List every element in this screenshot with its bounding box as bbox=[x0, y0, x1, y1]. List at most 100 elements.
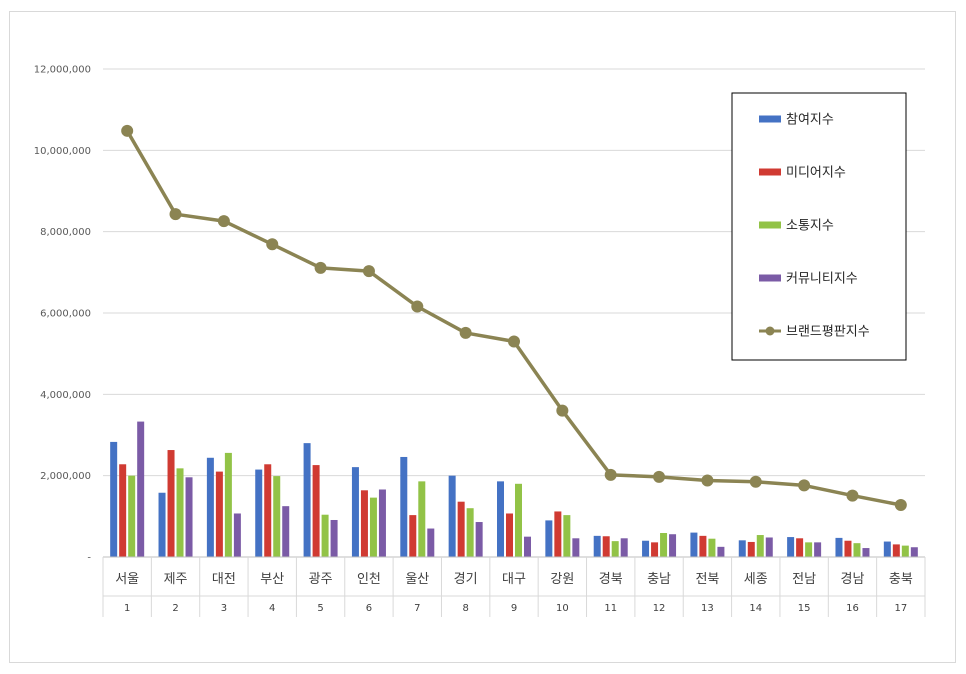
bar bbox=[167, 450, 175, 557]
bar bbox=[602, 536, 610, 557]
rank-label: 11 bbox=[604, 603, 617, 614]
bar bbox=[515, 483, 522, 557]
bar bbox=[497, 481, 504, 557]
category-label: 충북 bbox=[889, 572, 913, 587]
bar bbox=[360, 490, 368, 557]
category-labels: 서울 1 제주 2 대전 3 부산 4 광주 5 인천 6 울산 7 경기 8 대구 9 강원 10 경북 11 충남 12 전… bbox=[115, 572, 913, 614]
rank-label: 5 bbox=[317, 603, 323, 614]
bar bbox=[369, 497, 377, 557]
bars bbox=[110, 421, 918, 557]
bar bbox=[330, 519, 338, 557]
brand-index-point bbox=[798, 479, 811, 492]
rank-label: 3 bbox=[221, 603, 227, 614]
bar bbox=[427, 528, 435, 557]
category-label: 세종 bbox=[744, 572, 768, 587]
category-label: 인천 bbox=[357, 572, 381, 587]
bar bbox=[224, 452, 232, 557]
bar bbox=[273, 476, 281, 557]
bar bbox=[264, 464, 272, 557]
legend-swatch bbox=[759, 274, 781, 282]
rank-label: 10 bbox=[556, 603, 569, 614]
rank-label: 16 bbox=[846, 603, 859, 614]
bar bbox=[853, 543, 861, 557]
category-label: 충남 bbox=[647, 572, 671, 587]
brand-index-point bbox=[314, 261, 327, 274]
bar bbox=[756, 535, 764, 557]
bar bbox=[835, 537, 843, 557]
bar bbox=[303, 443, 311, 557]
rank-label: 6 bbox=[366, 603, 372, 614]
bar bbox=[466, 508, 474, 557]
bar bbox=[448, 475, 456, 557]
bar bbox=[642, 540, 650, 557]
legend-label: 소통지수 bbox=[786, 219, 834, 234]
bar bbox=[787, 537, 795, 557]
bar bbox=[137, 421, 145, 557]
bar bbox=[233, 513, 241, 557]
rank-label: 9 bbox=[511, 603, 517, 614]
bar bbox=[669, 534, 677, 557]
bar bbox=[378, 489, 386, 557]
bar bbox=[418, 481, 426, 557]
bar bbox=[475, 522, 483, 557]
brand-index-point bbox=[169, 208, 182, 221]
bar bbox=[563, 515, 571, 557]
bar bbox=[255, 469, 263, 557]
gridlines bbox=[103, 68, 925, 477]
bar bbox=[690, 532, 698, 557]
category-label: 전북 bbox=[695, 572, 719, 587]
legend-swatch-marker bbox=[765, 326, 775, 336]
y-tick-label: 12,000,000 bbox=[34, 65, 91, 76]
bar bbox=[717, 546, 725, 557]
legend-swatch bbox=[759, 168, 781, 176]
bar bbox=[409, 515, 417, 557]
bar bbox=[206, 457, 214, 557]
legend-swatch bbox=[759, 221, 781, 229]
bar bbox=[765, 537, 773, 557]
bar bbox=[862, 548, 870, 557]
bar bbox=[796, 538, 804, 557]
brand-index-point bbox=[411, 300, 424, 313]
bar bbox=[119, 464, 127, 557]
rank-label: 15 bbox=[798, 603, 811, 614]
y-tick-label: 10,000,000 bbox=[34, 146, 91, 157]
category-label: 경북 bbox=[599, 572, 623, 587]
rank-label: 12 bbox=[653, 603, 666, 614]
rank-label: 2 bbox=[172, 603, 178, 614]
category-label: 광주 bbox=[309, 572, 333, 587]
brand-index-line bbox=[121, 124, 907, 511]
bar bbox=[738, 540, 746, 557]
bar bbox=[506, 513, 513, 557]
rank-label: 7 bbox=[414, 603, 420, 614]
bar bbox=[351, 467, 359, 557]
category-label: 대전 bbox=[212, 572, 236, 587]
brand-index-point bbox=[701, 474, 714, 487]
category-label: 강원 bbox=[550, 572, 574, 587]
brand-index-point bbox=[121, 124, 134, 137]
legend-label: 참여지수 bbox=[786, 113, 834, 128]
bar bbox=[321, 514, 329, 557]
bar bbox=[312, 465, 320, 557]
category-label: 전남 bbox=[792, 572, 816, 587]
y-tick-label: 4,000,000 bbox=[40, 390, 91, 401]
bar bbox=[708, 538, 716, 557]
rank-label: 8 bbox=[462, 603, 468, 614]
rank-label: 13 bbox=[701, 603, 714, 614]
legend-label: 브랜드평판지수 bbox=[786, 325, 870, 340]
bar bbox=[611, 541, 619, 557]
bar bbox=[892, 544, 900, 557]
bar bbox=[545, 520, 553, 557]
bar bbox=[215, 471, 223, 557]
brand-index-point bbox=[508, 335, 520, 348]
category-label: 부산 bbox=[260, 572, 284, 587]
bar bbox=[572, 538, 580, 557]
bar bbox=[593, 535, 601, 557]
brand-index-point bbox=[846, 489, 859, 502]
brand-index-point bbox=[604, 468, 617, 481]
bar bbox=[457, 501, 465, 557]
rank-label: 17 bbox=[894, 603, 907, 614]
category-label: 경남 bbox=[841, 572, 865, 587]
bar bbox=[110, 441, 118, 557]
